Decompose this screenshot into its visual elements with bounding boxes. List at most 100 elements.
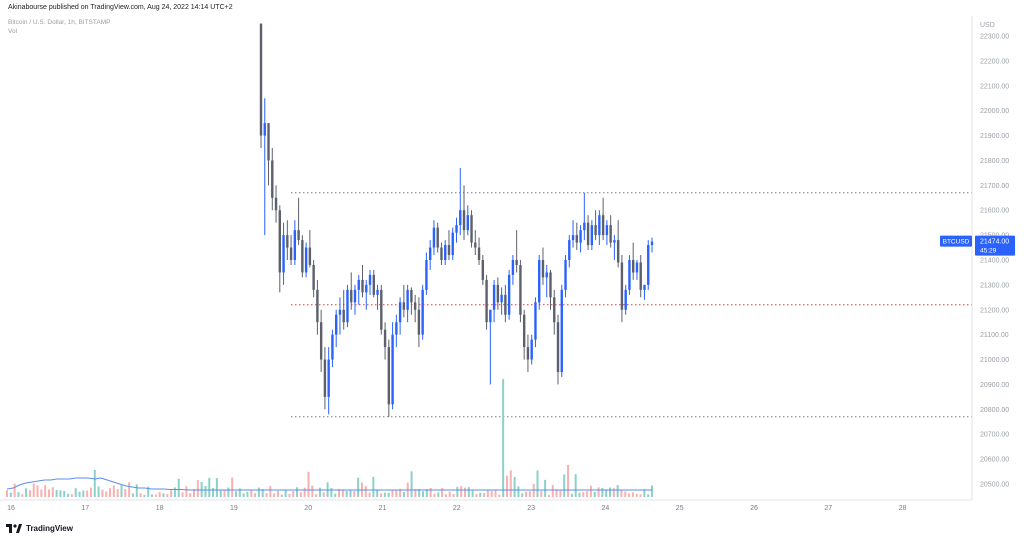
- volume-bar: [643, 489, 646, 497]
- candle-body: [331, 334, 334, 360]
- price-tick-label: 21300.00: [980, 282, 1009, 289]
- candle-body: [402, 302, 406, 310]
- volume-bar: [498, 494, 501, 497]
- volume-bar: [479, 492, 482, 497]
- volume-bar: [582, 492, 585, 497]
- candle: [376, 284, 379, 310]
- time-tick-label: 17: [81, 505, 89, 512]
- candle-body: [357, 279, 360, 290]
- volume-bar: [483, 492, 486, 497]
- candle: [395, 314, 398, 348]
- candle-body: [406, 289, 409, 310]
- candle-body: [628, 260, 631, 290]
- candle-body: [428, 247, 432, 260]
- candle-body: [282, 235, 285, 273]
- candle-body: [613, 240, 616, 243]
- candle: [575, 222, 579, 251]
- volume-bar: [276, 490, 279, 497]
- volume-bar: [452, 493, 455, 497]
- candle: [616, 220, 620, 268]
- candle: [504, 284, 507, 323]
- candle: [417, 297, 421, 348]
- candle: [274, 185, 278, 223]
- tradingview-logo[interactable]: TradingView: [6, 524, 73, 533]
- candle: [346, 284, 349, 328]
- candle: [545, 264, 548, 298]
- candle-body: [496, 284, 500, 303]
- candle-body: [556, 322, 560, 372]
- candle: [522, 309, 526, 360]
- volume-bar: [372, 476, 375, 497]
- volume-bar: [570, 493, 573, 497]
- candle: [365, 279, 368, 310]
- candle-body: [308, 247, 312, 265]
- price-tick-label: 21400.00: [980, 258, 1009, 265]
- volume-bar: [196, 480, 199, 497]
- candle: [425, 252, 428, 295]
- candle-body: [620, 262, 624, 310]
- candle: [564, 255, 567, 298]
- candle-body: [515, 260, 518, 265]
- volume-bar: [509, 470, 512, 497]
- volume-bar: [32, 483, 35, 497]
- candle: [568, 235, 571, 268]
- candle: [334, 309, 338, 348]
- candle: [624, 284, 627, 315]
- candle: [372, 269, 375, 298]
- candle-body: [538, 260, 541, 303]
- price-tick-label: 22100.00: [980, 83, 1009, 90]
- volume-bar: [486, 490, 489, 497]
- candle: [263, 98, 266, 236]
- volume-legend: Vol: [8, 28, 18, 35]
- candle: [327, 347, 330, 415]
- candle: [553, 289, 556, 335]
- volume-bar: [391, 490, 394, 497]
- candle: [590, 220, 594, 251]
- time-tick-label: 21: [379, 505, 387, 512]
- volume-bar: [116, 489, 119, 497]
- candle: [271, 148, 274, 211]
- volume-bar: [402, 491, 405, 497]
- candle: [440, 242, 443, 265]
- volume-bar: [28, 490, 31, 497]
- volume-bar: [55, 489, 58, 497]
- volume-bar: [158, 492, 161, 497]
- candle: [556, 314, 560, 385]
- volume-bar: [284, 490, 287, 497]
- volume-bar: [303, 487, 306, 497]
- candle: [312, 260, 315, 298]
- candle: [541, 247, 545, 285]
- candle-body: [474, 242, 477, 248]
- candle-body: [432, 227, 436, 248]
- candle-body: [338, 309, 342, 315]
- volume-bar: [330, 487, 333, 497]
- volume-bar: [208, 477, 211, 497]
- volume-bar: [97, 486, 100, 497]
- volume-bar: [223, 489, 226, 497]
- candle-body: [504, 294, 507, 315]
- volume-bar: [551, 485, 554, 497]
- candle: [594, 210, 597, 241]
- price-tag-bg: [975, 235, 1015, 256]
- volume-bar: [418, 488, 421, 497]
- volume-bar: [380, 493, 383, 497]
- volume-bar: [86, 490, 89, 497]
- candle-body: [492, 284, 496, 310]
- volume-bar: [616, 485, 619, 497]
- candle-body: [530, 339, 533, 360]
- candle: [383, 322, 387, 360]
- volume-bar: [578, 492, 581, 497]
- volume-bar: [639, 494, 642, 497]
- candle: [319, 309, 323, 372]
- volume-bar: [628, 493, 631, 497]
- volume-bar: [586, 491, 589, 497]
- candle-body: [586, 222, 590, 246]
- candle: [632, 242, 635, 280]
- candle-body: [549, 272, 552, 298]
- volume-bar: [387, 492, 390, 497]
- candle-body: [278, 210, 281, 273]
- volume-bar: [368, 492, 371, 497]
- candle: [481, 255, 485, 285]
- volume-bar: [521, 493, 524, 497]
